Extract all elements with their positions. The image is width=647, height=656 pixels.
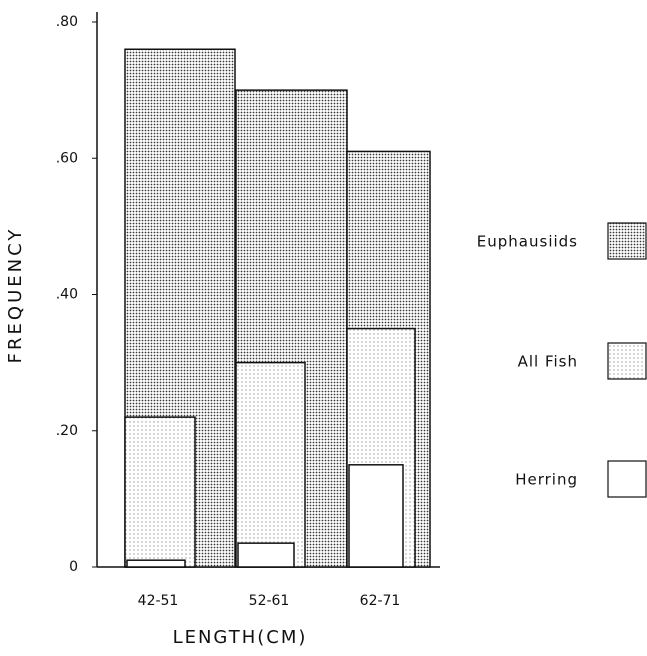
- y-tick-label: .40: [56, 287, 78, 303]
- y-tick-label: 0: [69, 559, 78, 575]
- legend-swatch: [607, 460, 647, 498]
- legend-label: Herring: [515, 471, 578, 489]
- x-tick-label: 52-61: [249, 593, 290, 609]
- legend-swatch: [607, 222, 647, 260]
- legend-swatch: [607, 342, 647, 380]
- y-tick-label: .60: [56, 150, 78, 166]
- bar: [124, 416, 196, 568]
- y-tick-label: .80: [56, 14, 78, 30]
- y-axis-label: FREQUENCY: [5, 227, 26, 364]
- x-axis-label: LENGTH(CM): [173, 627, 308, 648]
- bar: [237, 542, 295, 568]
- legend-label: All Fish: [518, 353, 578, 371]
- bar: [126, 559, 186, 568]
- y-tick-label: .20: [56, 423, 78, 439]
- bar: [348, 464, 404, 568]
- x-tick-label: 62-71: [360, 593, 401, 609]
- legend-label: Euphausiids: [477, 233, 578, 251]
- x-tick-label: 42-51: [138, 593, 179, 609]
- bar: [235, 361, 306, 568]
